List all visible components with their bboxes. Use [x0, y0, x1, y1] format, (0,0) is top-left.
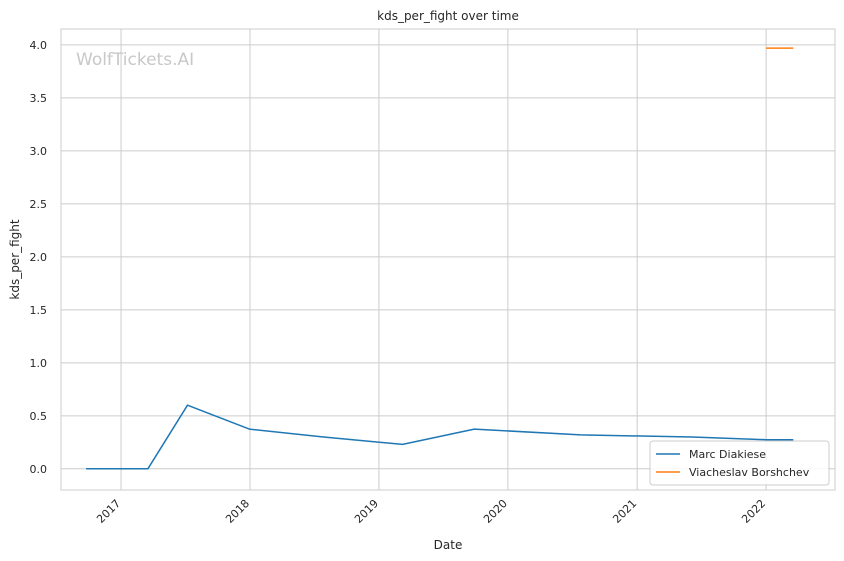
legend-box [649, 440, 830, 486]
chart-title: kds_per_fight over time [377, 9, 519, 23]
y-tick-label: 2.5 [30, 198, 48, 211]
y-tick-labels: 0.0 0.5 1.0 1.5 2.0 2.5 3.0 3.5 4.0 [30, 39, 48, 476]
x-tick-label: 2020 [481, 497, 510, 526]
x-tick-label: 2021 [610, 497, 639, 526]
watermark: WolfTickets.AI [76, 50, 194, 70]
y-tick-label: 3.0 [30, 145, 48, 158]
legend: Marc Diakiese Viacheslav Borshchev [649, 440, 830, 486]
y-tick-label: 2.0 [30, 251, 48, 264]
x-tick-label: 2017 [94, 497, 123, 526]
y-tick-label: 0.5 [30, 410, 48, 423]
legend-entry: Viacheslav Borshchev [689, 466, 810, 479]
plot-area [60, 28, 836, 491]
x-axis-label: Date [434, 538, 463, 552]
y-tick-label: 1.0 [30, 357, 48, 370]
x-tick-label: 2022 [739, 497, 768, 526]
y-tick-label: 4.0 [30, 39, 48, 52]
legend-entry: Marc Diakiese [689, 448, 766, 461]
series-lines [86, 47, 794, 470]
x-tick-labels: 2017 2018 2019 2020 2021 2022 [94, 497, 768, 526]
series-line-marc-diakiese [86, 404, 794, 470]
y-tick-label: 0.0 [30, 463, 48, 476]
x-tick-label: 2018 [223, 497, 252, 526]
y-axis-label: kds_per_fight [8, 219, 22, 300]
y-tick-label: 3.5 [30, 92, 48, 105]
x-tick-label: 2019 [352, 497, 381, 526]
y-tick-label: 1.5 [30, 304, 48, 317]
